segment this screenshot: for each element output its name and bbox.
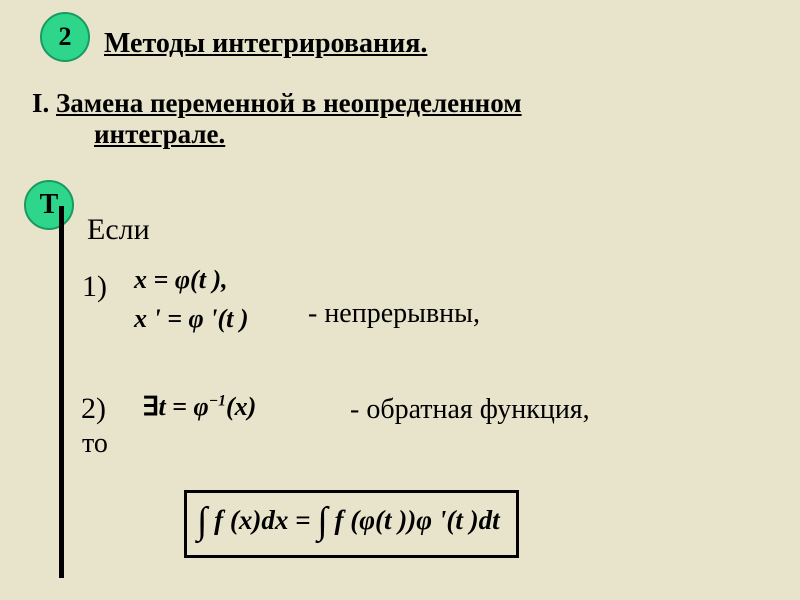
formula-box: ∫ f (x)dx = ∫ f (φ(t ))φ '(t )dt (184, 490, 519, 558)
integral-sign-2: ∫ (317, 499, 327, 543)
page-title: Методы интегрирования. (104, 28, 427, 60)
badge-letter-text: Т (40, 189, 59, 221)
then-label: то (82, 428, 108, 460)
subtitle-line2: интеграле. (94, 119, 522, 150)
item1-description: - непрерывны, (308, 298, 480, 330)
theorem-bar (59, 206, 64, 578)
subtitle-roman: I. (32, 88, 49, 118)
item2-description: - обратная функция, (350, 394, 590, 426)
subtitle-line1: Замена переменной в неопределенном (56, 88, 522, 118)
if-label: Если (87, 213, 150, 247)
item1-number: 1) (82, 270, 107, 304)
item2-number: 2) (81, 392, 106, 426)
item1-equations: x = φ(t ), x ' = φ '(t ) (134, 260, 249, 338)
integral-sign-1: ∫ (197, 499, 207, 543)
subtitle: I. Замена переменной в неопределенном ин… (32, 88, 522, 150)
item1-eq-line2: x ' = φ '(t ) (134, 299, 249, 338)
badge-number-text: 2 (59, 22, 72, 52)
item1-eq-line1: x = φ(t ), (134, 260, 249, 299)
section-number-badge: 2 (40, 12, 90, 62)
exists-symbol: ∃ (142, 392, 158, 421)
item2-equation: ∃t = φ−1(x) (142, 392, 256, 422)
theorem-badge: Т (24, 180, 74, 230)
